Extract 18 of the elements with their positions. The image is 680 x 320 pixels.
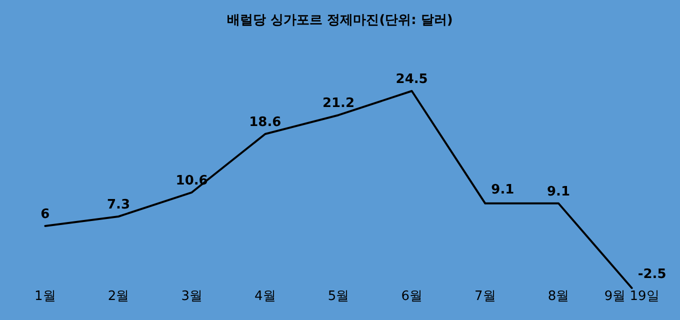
x-tick-label: 8월 [548, 289, 570, 304]
x-tick-label: 7월 [474, 289, 496, 304]
x-tick-label: 9월 19일 [604, 289, 660, 304]
data-label: 7.3 [106, 197, 130, 212]
x-tick-label: 3월 [181, 289, 202, 304]
data-label: 24.5 [396, 72, 428, 87]
x-tick-label: 1월 [34, 289, 56, 304]
x-tick-label: 2월 [108, 289, 130, 304]
data-label: 9.1 [546, 184, 570, 200]
data-label: 9.1 [491, 182, 514, 198]
data-label: 21.2 [322, 96, 355, 112]
x-tick-label: 5월 [328, 289, 350, 304]
data-label: 18.6 [249, 115, 282, 130]
x-tick-label: 6월 [401, 289, 422, 304]
data-label: -2.5 [638, 267, 666, 282]
data-label: 6 [40, 206, 50, 222]
chart-title: 배럴당 싱가포르 정제마진(단위: 달러) [227, 13, 453, 28]
x-tick-label: 4월 [254, 289, 276, 304]
